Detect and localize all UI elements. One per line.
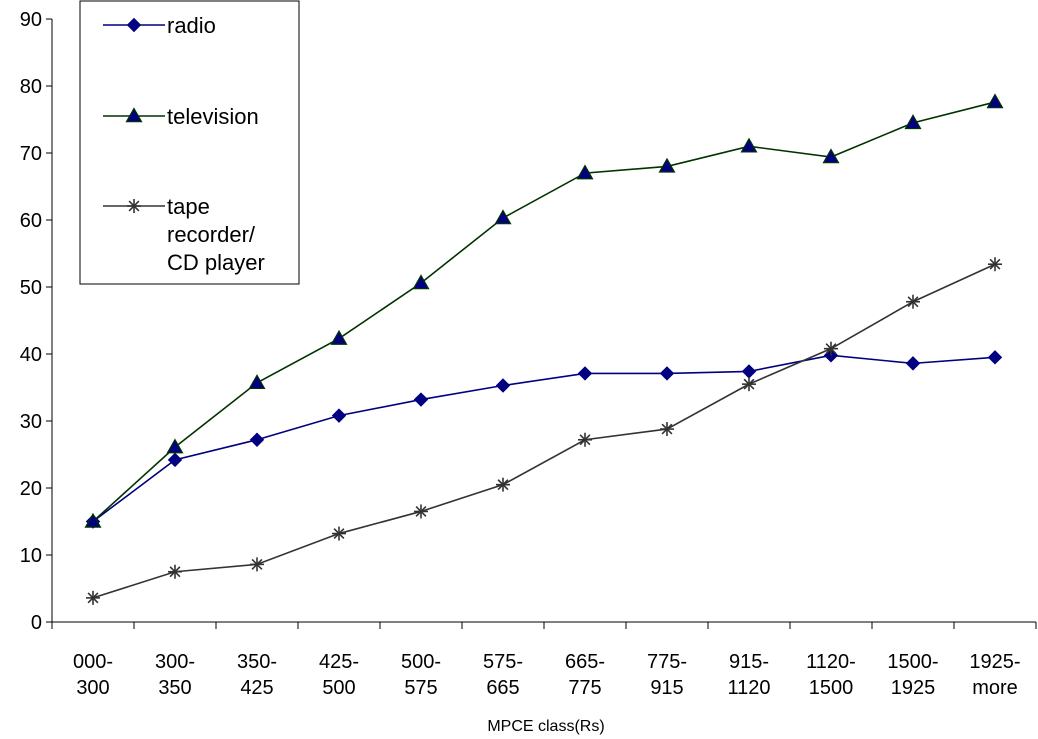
data-point bbox=[248, 374, 266, 390]
data-point bbox=[576, 164, 594, 180]
x-tick-label: 425-500 bbox=[319, 651, 359, 699]
data-point bbox=[126, 17, 142, 33]
y-tick-label: 0 bbox=[31, 612, 42, 634]
data-point bbox=[905, 356, 921, 371]
legend-label: television bbox=[167, 104, 259, 129]
series-star bbox=[86, 257, 1002, 605]
data-point bbox=[659, 366, 675, 381]
axes: 0 10 20 30 40 50 60 70 80 90 000-300 300-350 350-425… bbox=[20, 9, 1037, 699]
data-point bbox=[412, 274, 430, 290]
data-point bbox=[332, 526, 346, 541]
data-point bbox=[658, 157, 676, 173]
series-triangle bbox=[84, 93, 1004, 528]
data-point bbox=[249, 432, 265, 447]
legend: radio television tape recorder/CD player bbox=[79, 0, 300, 285]
y-tick-label: 40 bbox=[20, 344, 42, 366]
data-point bbox=[906, 294, 920, 309]
x-tick-label: 1120-1500 bbox=[806, 651, 856, 699]
data-point bbox=[578, 432, 592, 447]
data-point bbox=[742, 377, 756, 392]
series-line bbox=[92, 354, 996, 523]
data-point bbox=[125, 107, 143, 123]
data-point bbox=[988, 257, 1002, 272]
legend-label: tape recorder/CD player bbox=[167, 194, 265, 275]
data-point bbox=[84, 512, 102, 528]
series-line bbox=[92, 101, 996, 523]
y-tick-label: 70 bbox=[20, 143, 42, 165]
data-point bbox=[904, 114, 922, 130]
x-tick-label: 915-1120 bbox=[727, 651, 770, 699]
data-point bbox=[986, 93, 1004, 109]
x-axis-title: MPCE class(Rs) bbox=[487, 718, 604, 735]
x-tick-label: 500-575 bbox=[401, 651, 441, 699]
data-point bbox=[167, 452, 183, 468]
x-tick-label: 1500-1925 bbox=[887, 651, 938, 699]
legend-label: radio bbox=[167, 13, 216, 38]
series-line bbox=[92, 263, 996, 599]
data-point bbox=[494, 209, 512, 225]
data-point bbox=[740, 137, 758, 153]
x-tick-label: 300-350 bbox=[155, 651, 195, 699]
x-tick-label: 665-775 bbox=[565, 651, 605, 699]
data-point bbox=[495, 378, 511, 393]
data-point bbox=[168, 564, 182, 579]
data-point bbox=[822, 148, 840, 164]
legend-box bbox=[79, 0, 300, 285]
y-tick-label: 90 bbox=[20, 9, 42, 31]
series-layer bbox=[84, 93, 1004, 605]
x-tick-label: 000-300 bbox=[73, 651, 113, 699]
data-point bbox=[250, 557, 264, 572]
data-point bbox=[660, 422, 674, 437]
data-point bbox=[413, 392, 429, 407]
data-point bbox=[577, 366, 593, 381]
y-tick-label: 20 bbox=[20, 478, 42, 500]
data-point bbox=[330, 329, 348, 345]
data-point bbox=[496, 477, 510, 492]
y-tick-label: 10 bbox=[20, 545, 42, 567]
y-tick-label: 60 bbox=[20, 210, 42, 232]
data-point bbox=[987, 350, 1003, 365]
x-tick-label: 575-665 bbox=[483, 651, 523, 699]
y-tick-label: 30 bbox=[20, 411, 42, 433]
x-tick-label: 775-915 bbox=[647, 651, 687, 699]
series-diamond bbox=[85, 348, 1003, 529]
data-point bbox=[166, 438, 184, 454]
y-tick-label: 80 bbox=[20, 76, 42, 98]
data-point bbox=[86, 590, 100, 605]
x-tick-label: 1925-more bbox=[969, 651, 1020, 699]
x-tick-label: 350-425 bbox=[237, 651, 277, 699]
data-point bbox=[127, 199, 141, 213]
data-point bbox=[824, 341, 838, 356]
y-tick-label: 50 bbox=[20, 277, 42, 299]
data-point bbox=[414, 504, 428, 519]
data-point bbox=[741, 364, 757, 379]
data-point bbox=[331, 408, 347, 423]
